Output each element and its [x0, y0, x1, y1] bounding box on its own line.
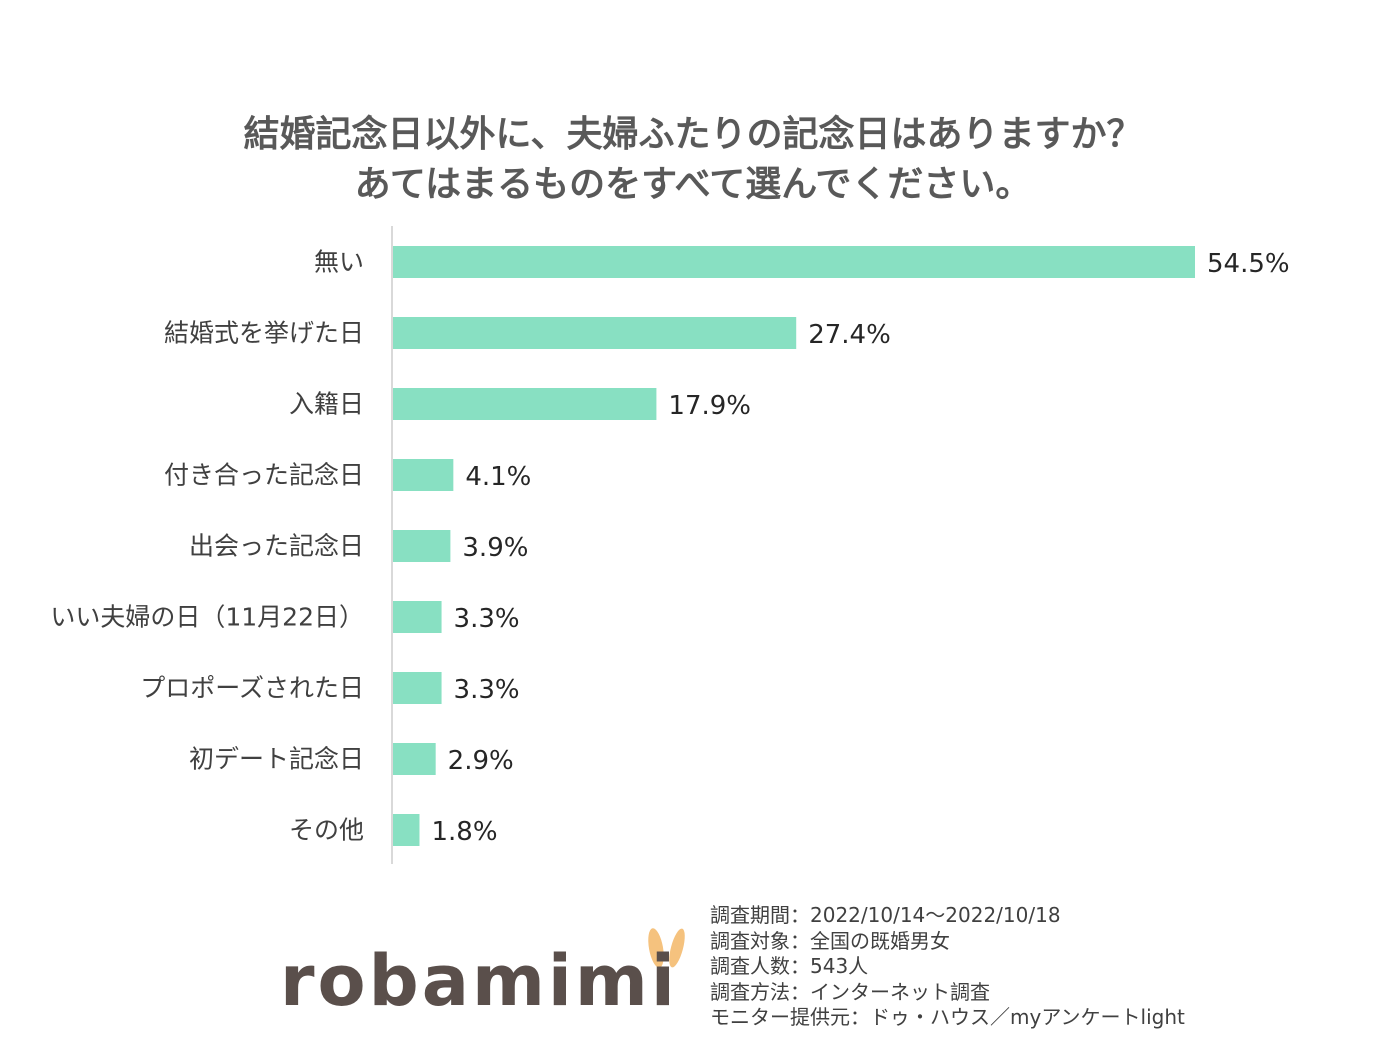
- bar-chart: 無い 54.5% 結婚式を挙げた日 27.4% 入籍日 17.9% 付き合った記念日 4.1%…: [50, 226, 1290, 864]
- category-label-4: 出会った記念日: [189, 532, 364, 561]
- value-label-6: 3.3%: [454, 675, 520, 705]
- chart-title-line-1: 結婚記念日以外に、夫婦ふたりの記念日はありますか？: [243, 114, 1143, 155]
- bars-group: 無い 54.5% 結婚式を挙げた日 27.4% 入籍日 17.9% 付き合った記念日 4.1%…: [50, 246, 1290, 847]
- bar-3: [393, 459, 454, 491]
- logo-text: robamimi: [280, 940, 678, 1022]
- bar-7: [393, 743, 436, 775]
- bar-8: [393, 814, 420, 846]
- bar-5: [393, 601, 442, 633]
- category-label-0: 無い: [314, 248, 364, 277]
- value-label-0: 54.5%: [1207, 249, 1290, 279]
- bar-2: [393, 388, 657, 420]
- value-label-5: 3.3%: [454, 604, 520, 634]
- value-label-2: 17.9%: [668, 391, 751, 421]
- bar-4: [393, 530, 451, 562]
- category-label-3: 付き合った記念日: [164, 461, 364, 490]
- chart-title: 結婚記念日以外に、夫婦ふたりの記念日はありますか？ あてはまるものをすべて選んで…: [0, 110, 1386, 210]
- category-label-2: 入籍日: [289, 390, 364, 419]
- survey-method: 調査方法：インターネット調査: [710, 979, 990, 1004]
- value-label-8: 1.8%: [431, 817, 497, 847]
- category-label-7: 初デート記念日: [189, 745, 364, 774]
- bar-0: [393, 246, 1195, 278]
- rabbit-ears-icon: [648, 928, 685, 968]
- value-label-7: 2.9%: [448, 746, 514, 776]
- category-label-5: いい夫婦の日（11月22日）: [50, 603, 364, 632]
- chart-title-line-2: あてはまるものをすべて選んでください。: [354, 164, 1032, 205]
- survey-info: 調査期間：2022/10/14～2022/10/18 調査対象：全国の既婚男女 …: [710, 903, 1185, 1031]
- value-label-3: 4.1%: [465, 462, 531, 492]
- survey-monitor-provider: モニター提供元：ドゥ・ハウス／myアンケートlight: [710, 1005, 1185, 1029]
- category-label-1: 結婚式を挙げた日: [164, 319, 364, 348]
- category-label-6: プロポーズされた日: [140, 674, 364, 703]
- category-label-8: その他: [289, 816, 364, 845]
- survey-respondents: 調査人数：543人: [710, 954, 869, 978]
- value-label-1: 27.4%: [808, 320, 891, 350]
- survey-period: 調査期間：2022/10/14～2022/10/18: [710, 903, 1061, 927]
- bar-6: [393, 672, 442, 704]
- value-label-4: 3.9%: [462, 533, 528, 563]
- bar-1: [393, 317, 797, 349]
- survey-target: 調査対象：全国の既婚男女: [710, 928, 950, 953]
- robamimi-logo: robamimi: [280, 928, 700, 1030]
